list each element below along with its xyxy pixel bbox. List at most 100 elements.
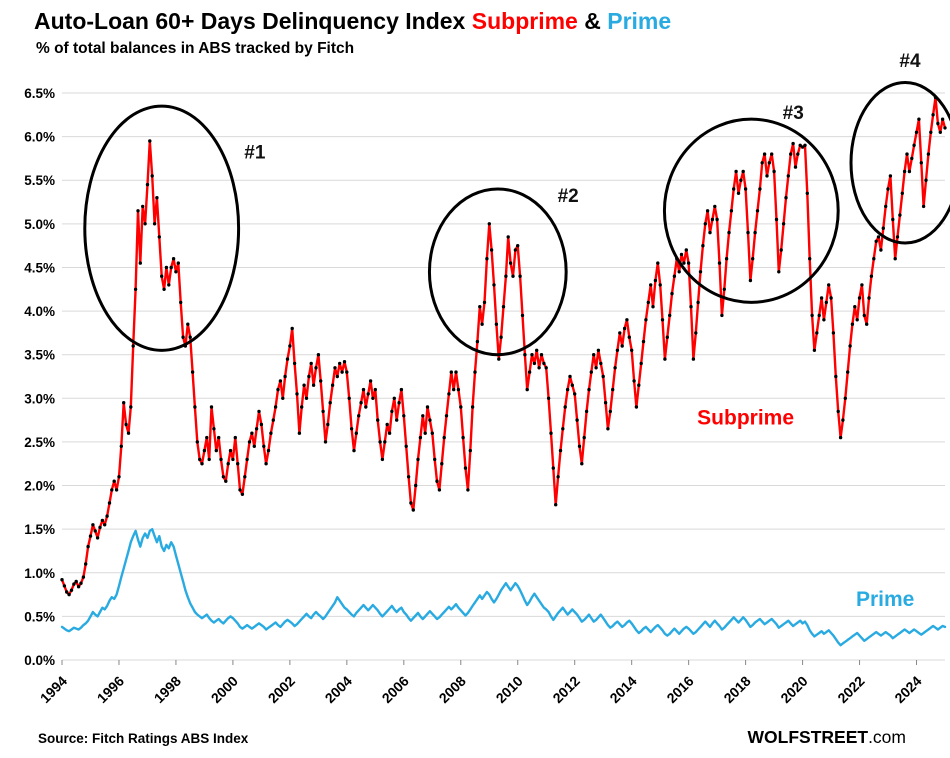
data-point-marker [421,414,425,418]
data-point-marker [167,283,171,287]
data-point-marker [240,492,245,496]
data-point-marker [848,344,852,348]
annotation-ellipse-2 [427,187,568,357]
data-point-marker [129,405,133,409]
data-point-marker [625,318,629,322]
data-point-marker [929,130,933,134]
subprime-line [60,96,947,596]
data-point-marker [931,113,935,117]
data-point-marker [789,152,793,156]
data-point-marker [480,322,484,326]
data-point-marker [535,348,539,352]
data-point-marker [482,300,487,305]
data-point-marker [817,313,821,318]
data-point-marker [338,361,342,366]
data-point-marker [708,230,712,235]
subprime-markers [60,95,947,597]
data-point-marker [470,405,475,409]
gridlines [62,92,945,661]
data-point-marker [855,318,859,322]
data-point-marker [160,274,164,278]
data-point-marker [335,374,339,379]
data-point-marker [114,488,119,492]
data-point-marker [376,418,380,422]
data-point-marker [884,204,888,209]
data-point-marker [520,313,525,318]
data-point-marker [323,440,328,444]
data-point-marker [914,130,919,134]
data-point-marker [62,584,67,588]
x-axis-label: 2018 [720,673,753,706]
annotation-label-2: #2 [558,186,579,207]
data-point-marker [518,274,522,278]
data-point-marker [449,370,453,374]
data-point-marker [440,462,444,466]
data-point-marker [727,230,731,235]
data-point-marker [774,217,779,222]
data-point-marker [186,322,190,326]
data-point-marker [751,257,755,261]
data-point-marker [409,501,413,505]
data-point-marker [781,222,786,226]
data-point-marker [791,141,795,146]
data-point-marker [888,174,893,178]
data-point-marker [822,318,826,322]
data-point-marker [805,191,809,195]
data-point-marker [390,409,394,414]
data-point-marker [266,448,271,453]
data-point-marker [321,409,325,414]
data-point-marker [433,457,437,462]
data-point-marker [644,318,648,322]
data-point-marker [746,230,750,235]
data-point-marker [69,588,74,592]
data-point-marker [283,374,287,379]
data-point-marker [193,405,197,409]
data-point-marker [378,440,382,444]
chart-subtitle: % of total balances in ABS tracked by Fi… [36,40,355,57]
data-point-marker [758,187,762,191]
data-point-marker [831,331,836,335]
data-point-marker [494,322,499,326]
data-point-marker [867,296,871,300]
data-point-marker [525,387,529,392]
data-point-marker [461,435,465,440]
data-point-marker [302,383,306,387]
data-point-marker [639,361,643,366]
data-point-marker [357,414,361,418]
data-point-marker [556,475,560,479]
data-point-marker [233,435,237,440]
data-point-marker [93,529,97,533]
data-point-marker [269,431,273,435]
data-point-marker [117,475,121,479]
data-point-marker [414,483,418,488]
data-point-marker [307,374,311,379]
data-point-marker [748,278,753,283]
data-point-marker [701,244,705,248]
x-axis-label: 2006 [379,673,412,706]
data-point-marker [359,401,363,405]
data-point-marker [207,457,211,462]
data-point-marker [722,287,726,291]
data-point-marker [620,344,624,348]
data-point-marker [380,457,385,462]
data-point-marker [513,248,518,252]
data-point-marker [651,305,655,309]
x-axis-label: 2008 [436,673,469,706]
data-point-marker [459,405,463,409]
data-point-marker [202,448,207,453]
data-point-marker [810,313,814,318]
data-point-marker [402,414,406,418]
y-axis-label: 3.0% [24,391,55,406]
x-axis-label: 2016 [663,673,696,706]
data-point-marker [658,283,662,287]
data-point-marker [886,187,890,191]
data-point-marker [288,344,292,348]
series-label-prime: Prime [856,588,914,611]
data-point-marker [179,300,183,305]
data-point-marker [568,374,572,379]
y-axis-label: 0.5% [24,609,55,624]
data-point-marker [304,396,309,400]
x-axis-label: 2002 [265,673,298,706]
data-point-marker [834,374,838,379]
y-axis-label: 4.0% [24,304,55,319]
